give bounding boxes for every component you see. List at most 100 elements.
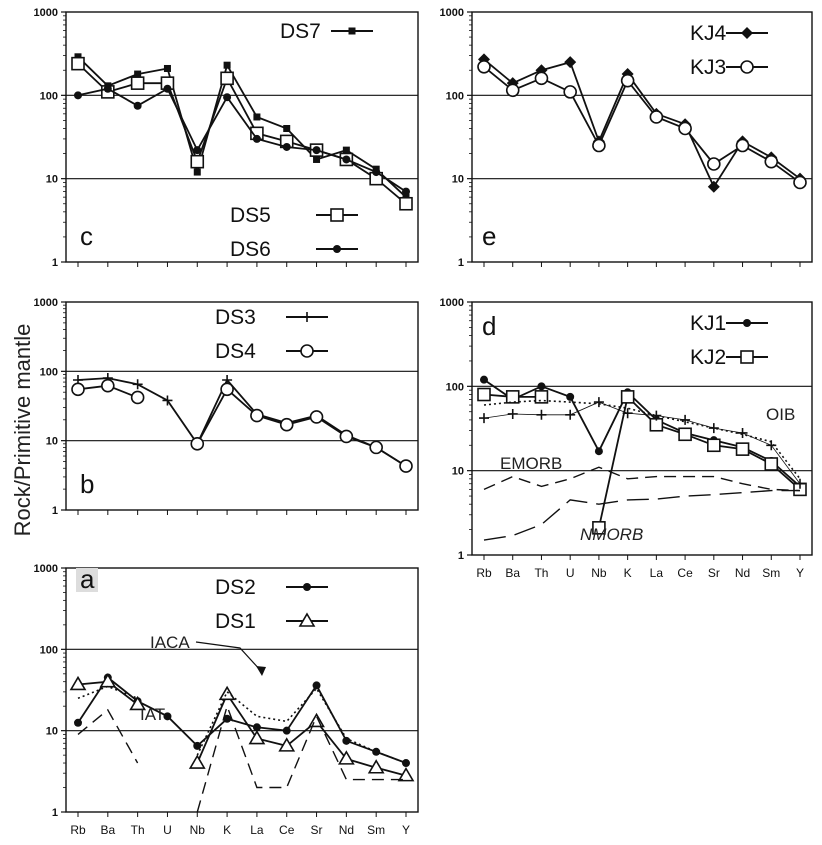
y-tick-label: 100 (446, 90, 464, 102)
data-point (74, 53, 82, 61)
data-point (737, 427, 748, 438)
data-point (163, 84, 172, 93)
data-point (708, 423, 719, 434)
data-point (707, 157, 721, 171)
data-point (479, 413, 489, 424)
series-line (77, 680, 407, 777)
y-tick-label: 100 (446, 381, 464, 393)
plot-frame (471, 11, 813, 263)
panel-label-bg (76, 568, 98, 592)
data-point (71, 382, 85, 397)
data-point (793, 175, 807, 190)
data-point (283, 124, 291, 132)
legend-label: DS7 (280, 20, 321, 43)
data-point (101, 378, 115, 393)
data-point (620, 390, 635, 404)
data-point (402, 187, 410, 196)
data-point (707, 180, 720, 193)
y-tick-label: 1 (52, 257, 58, 269)
y-tick-label: 1 (52, 807, 58, 819)
data-point (309, 410, 324, 424)
data-point (130, 390, 145, 405)
panel-c: 1 10 100 1000 DS7 DS5 DS6 c (34, 7, 419, 269)
legend-marker (302, 312, 312, 322)
x-tick-label: Ba (505, 566, 520, 580)
x-tick-label: Th (534, 566, 548, 580)
series-line (77, 56, 407, 198)
data-point (69, 675, 87, 691)
data-point (248, 729, 266, 745)
data-point (342, 736, 351, 745)
legend-label: DS6 (230, 238, 271, 261)
data-point (764, 457, 779, 471)
series-kj2 (477, 387, 807, 535)
series-reference-3 (479, 397, 805, 489)
x-tick-label: Nd (735, 566, 750, 580)
x-tick-label: K (624, 566, 632, 580)
data-point (764, 154, 779, 169)
data-point (766, 440, 777, 451)
legend-label: DS1 (215, 610, 256, 633)
x-tick-label: Ce (279, 823, 295, 837)
x-tick-label: Sr (311, 823, 323, 837)
series-line (77, 87, 407, 193)
data-point (369, 440, 383, 455)
panel-label: c (80, 221, 93, 251)
data-point (130, 76, 145, 90)
series-line (77, 377, 407, 467)
x-tick-label: Sm (762, 566, 780, 580)
series-line (483, 58, 801, 189)
data-point (795, 478, 805, 489)
legend-marker (743, 319, 751, 327)
x-tick-label: K (223, 823, 231, 837)
legend-marker (300, 344, 314, 358)
series-line (77, 703, 406, 813)
data-point (252, 134, 261, 143)
y-tick-label: 1000 (34, 563, 58, 575)
series-line (483, 466, 801, 492)
series-kj3 (477, 59, 807, 190)
data-point (402, 759, 410, 768)
arrow-head (256, 666, 266, 676)
data-point (129, 695, 147, 711)
legend-marker (740, 60, 754, 74)
data-point (282, 142, 291, 151)
y-tick-label: 10 (452, 174, 464, 186)
series-kj1 (480, 375, 804, 491)
panel-label: d (482, 311, 496, 341)
y-tick-label: 1 (458, 257, 464, 269)
data-point (367, 759, 385, 774)
data-point (372, 747, 381, 756)
data-point (223, 93, 232, 102)
series-ds2 (74, 673, 410, 768)
x-tick-label: Nd (339, 823, 354, 837)
x-tick-label: Y (402, 823, 410, 837)
data-point (190, 154, 205, 169)
data-point (592, 521, 606, 535)
data-point (399, 459, 413, 473)
panel-d: 1 10 100 1000 Rb Ba Th U Nb K La Ce Sr Nd Sm Y KJ1 KJ2 d OI… (440, 297, 813, 580)
x-tick-label: Ba (100, 823, 115, 837)
legend-label: DS5 (230, 204, 271, 227)
data-point (312, 681, 321, 690)
data-point (282, 726, 291, 735)
x-tick-label: La (650, 566, 664, 580)
data-point (337, 750, 355, 765)
legend-marker (740, 350, 754, 364)
data-point (252, 723, 261, 732)
data-point (220, 71, 234, 86)
series-line (77, 676, 407, 764)
data-point (71, 56, 85, 71)
plot-frame (65, 11, 419, 263)
data-point (680, 414, 691, 425)
legend-label: KJ2 (690, 346, 726, 369)
y-tick-label: 100 (40, 366, 58, 378)
data-point (477, 387, 491, 402)
legend-marker (333, 245, 341, 253)
x-tick-label: Ce (677, 566, 693, 580)
x-tick-label: Nb (190, 823, 206, 837)
x-tick-label: Rb (70, 823, 86, 837)
data-point (190, 437, 205, 451)
series-iaca (77, 685, 407, 764)
x-tick-label: U (163, 823, 172, 837)
